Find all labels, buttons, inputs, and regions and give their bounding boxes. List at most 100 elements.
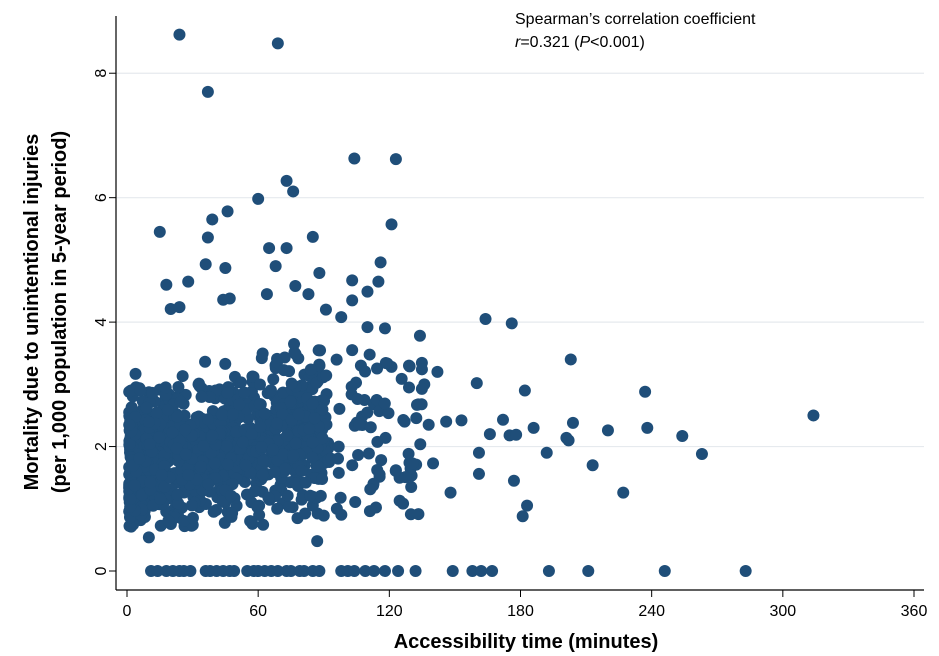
data-point: [306, 230, 319, 243]
data-point: [256, 347, 269, 360]
data-point: [206, 429, 219, 442]
data-point: [182, 469, 195, 482]
data-point: [201, 85, 214, 98]
data-point: [392, 565, 405, 577]
data-point: [378, 397, 391, 410]
data-point: [406, 457, 419, 470]
data-point: [560, 431, 573, 444]
data-point: [335, 311, 348, 324]
data-point: [271, 502, 284, 515]
data-point: [389, 153, 402, 166]
data-point: [332, 466, 345, 479]
data-point: [397, 413, 410, 426]
data-point: [142, 531, 155, 544]
data-point: [346, 294, 359, 307]
data-point: [446, 565, 459, 577]
data-point: [335, 508, 348, 521]
data-point: [253, 509, 266, 522]
data-point: [154, 493, 167, 506]
data-point: [271, 565, 284, 577]
data-point: [306, 397, 319, 410]
y-axis-ticks: 0 2 4 6 8: [93, 69, 116, 575]
data-point: [277, 448, 290, 461]
data-point: [403, 360, 416, 373]
data-point: [216, 495, 229, 508]
data-point: [244, 515, 257, 528]
data-point: [405, 481, 418, 493]
data-point: [254, 420, 267, 433]
y-axis-title-line1: Mortality due to unintentional injuries: [21, 134, 43, 491]
data-point: [221, 205, 234, 218]
data-point: [617, 486, 630, 499]
data-point: [236, 436, 249, 449]
data-point: [287, 449, 300, 462]
data-point: [346, 274, 359, 287]
data-point: [320, 369, 333, 382]
data-point: [348, 565, 361, 577]
y-tick-label: 2: [93, 442, 110, 451]
data-point: [280, 242, 293, 255]
data-point: [233, 398, 246, 411]
data-point: [505, 317, 518, 330]
data-point: [280, 174, 293, 187]
data-point: [140, 401, 153, 414]
data-point: [123, 519, 136, 532]
data-point: [542, 565, 555, 577]
data-point: [472, 446, 485, 459]
r-value: =0.321 (: [520, 34, 580, 51]
data-point: [349, 495, 362, 508]
data-point: [171, 410, 184, 423]
data-point: [194, 460, 207, 473]
data-point: [582, 565, 595, 577]
data-point: [242, 412, 255, 425]
data-point: [151, 565, 164, 577]
data-point: [170, 442, 183, 455]
data-point: [299, 476, 312, 489]
data-point: [472, 467, 485, 480]
data-point: [566, 416, 579, 429]
data-point: [282, 500, 295, 513]
data-point: [518, 384, 531, 397]
data-point: [295, 464, 308, 477]
data-point: [288, 338, 301, 351]
data-point: [176, 370, 189, 383]
data-point: [220, 440, 233, 453]
data-point: [228, 565, 241, 577]
data-point: [159, 381, 172, 394]
data-point: [470, 377, 483, 390]
data-point: [202, 478, 215, 491]
data-point: [290, 477, 303, 490]
data-point: [313, 565, 326, 577]
data-point: [527, 421, 540, 434]
data-point: [382, 407, 395, 420]
data-point: [226, 507, 239, 520]
data-point: [179, 423, 192, 436]
data-point: [373, 468, 386, 481]
data-point: [197, 440, 210, 453]
data-point: [225, 489, 238, 502]
data-point: [281, 489, 294, 502]
data-point: [235, 376, 248, 389]
data-point: [521, 499, 534, 512]
data-point: [306, 436, 319, 449]
data-point: [146, 386, 159, 399]
data-point: [172, 497, 185, 510]
data-point: [330, 353, 343, 366]
y-tick-label: 4: [93, 318, 110, 327]
x-tick-label: 300: [769, 603, 796, 620]
data-point: [353, 418, 366, 431]
data-point: [312, 344, 325, 357]
correlation-annotation-line1: Spearman’s correlation coefficient: [515, 11, 756, 28]
data-point: [412, 398, 425, 411]
data-point: [252, 192, 265, 205]
data-point: [289, 437, 302, 450]
r-symbol: r: [515, 34, 521, 51]
x-tick-label: 360: [901, 603, 928, 620]
data-point: [372, 275, 385, 288]
data-point: [415, 363, 428, 376]
data-point: [379, 357, 392, 370]
data-point: [486, 565, 499, 577]
data-point: [444, 486, 457, 499]
data-point: [277, 364, 290, 377]
p-value: <0.001): [590, 34, 645, 51]
